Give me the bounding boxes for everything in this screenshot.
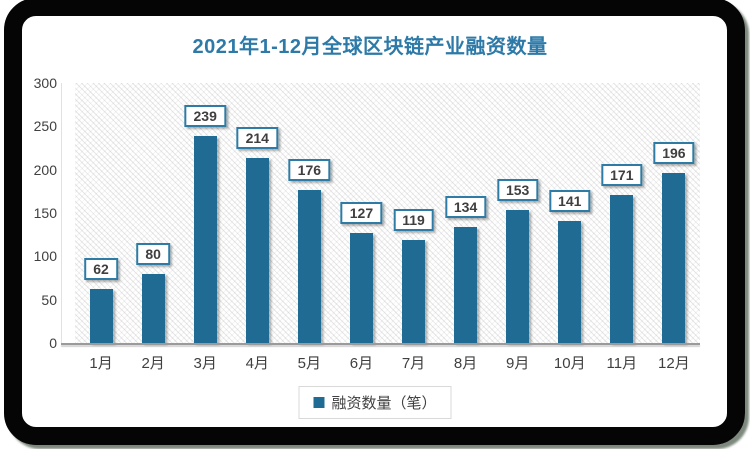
bar-slot-8月: 134 — [440, 83, 492, 343]
y-axis-tick-label: 50 — [41, 291, 57, 308]
y-axis-tick-label: 0 — [49, 335, 57, 351]
x-axis-label-6月: 6月 — [349, 355, 374, 372]
x-axis: 1月 2月 3月 4月 5月 6月 7月 8月 9月 10月 11月 12月 — [75, 352, 700, 373]
bar-4月 — [245, 158, 269, 343]
bar-slot-2月: 80 — [127, 83, 179, 343]
bar-slot-1月: 62 — [75, 83, 127, 343]
y-axis: 0 50 100 150 200 250 300 — [0, 75, 57, 351]
bar-slot-5月: 176 — [283, 83, 335, 343]
x-axis-label-4月: 4月 — [245, 355, 269, 372]
bar-5月 — [297, 190, 321, 343]
bar-slot-4月: 214 — [231, 83, 283, 343]
bar-value-label: 80 — [136, 243, 170, 265]
x-axis-label-9月: 9月 — [505, 355, 530, 372]
x-axis-line — [61, 343, 700, 345]
bar-7月 — [402, 240, 425, 343]
bar-10月 — [558, 221, 582, 343]
x-axis-label-7月: 7月 — [401, 355, 426, 372]
bar-slot-10月: 141 — [544, 83, 596, 343]
legend-label: 融资数量（笔） — [331, 395, 437, 412]
y-axis-line — [61, 83, 62, 343]
bar-value-label: 141 — [549, 190, 591, 212]
legend: 融资数量（笔） — [298, 386, 452, 419]
x-axis-label-3月: 3月 — [193, 355, 217, 372]
x-axis-label-8月: 8月 — [453, 355, 478, 372]
bar-2月 — [141, 274, 165, 343]
x-axis-label-12月: 12月 — [658, 355, 690, 372]
bar-value-label: 153 — [496, 179, 539, 201]
bar-8月 — [454, 227, 478, 343]
x-axis-label-1月: 1月 — [89, 355, 113, 372]
bar-slot-6月: 127 — [335, 83, 387, 343]
bar-slot-7月: 119 — [387, 83, 439, 343]
x-axis-label-2月: 2月 — [141, 355, 165, 372]
x-axis-label-11月: 11月 — [606, 355, 638, 372]
bar-9月 — [506, 210, 530, 343]
bar-1月 — [89, 289, 113, 343]
bar-slot-11月: 171 — [596, 83, 648, 343]
bar-value-label: 134 — [444, 196, 487, 218]
bar-value-label: 214 — [236, 127, 278, 149]
bar-12月 — [662, 173, 686, 343]
bar-value-label: 196 — [653, 142, 695, 164]
bar-slot-3月: 239 — [179, 83, 231, 343]
bar-6月 — [349, 233, 373, 343]
y-axis-tick-label: 300 — [33, 75, 57, 91]
x-axis-label-10月: 10月 — [553, 355, 586, 372]
bar-slot-12月: 196 — [648, 83, 700, 343]
bar-value-label: 62 — [84, 258, 118, 280]
x-axis-label-5月: 5月 — [297, 355, 322, 372]
bar-value-label: 171 — [601, 164, 643, 186]
bar-value-label: 239 — [184, 105, 226, 127]
y-axis-tick-label: 100 — [33, 248, 57, 265]
bar-value-label: 119 — [393, 209, 434, 231]
y-axis-tick-label: 250 — [33, 118, 57, 135]
y-axis-tick-label: 200 — [33, 161, 57, 178]
plot-area — [75, 83, 700, 343]
bar-value-label: 127 — [340, 202, 383, 224]
y-axis-tick-label: 150 — [33, 205, 57, 221]
bar-value-label: 176 — [288, 159, 331, 181]
bar-series: 62 80 239 214 176 127 119 134 153 141 171 196 — [75, 83, 700, 343]
chart-title: 2021年1-12月全球区块链产业融资数量 — [192, 36, 548, 58]
bar-slot-9月: 153 — [492, 83, 544, 343]
legend-marker-square — [313, 397, 325, 408]
bar-11月 — [610, 195, 634, 343]
bar-3月 — [193, 136, 217, 343]
